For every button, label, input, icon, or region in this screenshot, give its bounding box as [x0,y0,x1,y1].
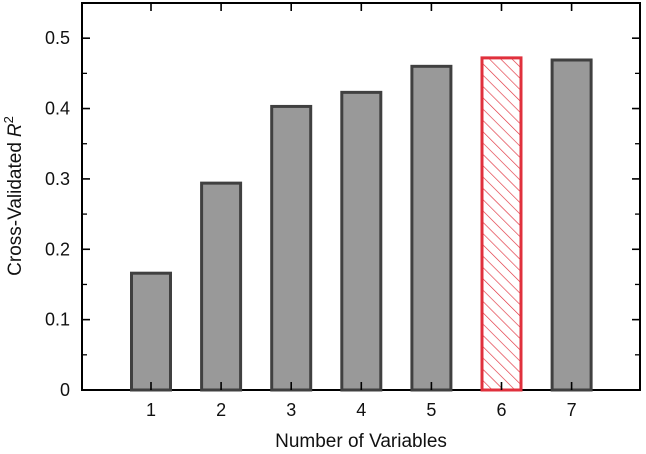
x-tick-label: 1 [146,400,156,420]
bar [410,64,453,392]
y-tick-label: 0.2 [45,239,70,259]
bar [550,58,593,392]
x-tick-label: 5 [426,400,436,420]
bar [340,90,383,392]
x-axis-title: Number of Variables [275,431,447,452]
y-axis-title-symbol: R [5,123,26,137]
bar [270,104,313,392]
y-tick-label: 0 [60,380,70,400]
y-tick-label: 0.3 [45,169,70,189]
x-tick-label: 4 [356,400,366,420]
bar [200,181,243,392]
x-tick-label: 7 [567,400,577,420]
bar-highlighted [480,56,523,392]
x-tick-label: 6 [496,400,506,420]
x-tick-label: 3 [286,400,296,420]
bars-group [130,56,593,392]
y-tick-label: 0.5 [45,28,70,48]
x-tick-label: 2 [216,400,226,420]
x-ticks-group: 1 2 3 4 5 6 7 [146,3,577,420]
y-ticks-group: 0 0.1 0.2 0.3 0.4 0.5 [45,28,640,400]
y-tick-label: 0.4 [45,99,70,119]
y-tick-label: 0.1 [45,310,70,330]
y-axis-title: Cross-Validated R2 [1,116,26,276]
y-axis-title-text: Cross-Validated [5,142,26,276]
bar [130,271,172,392]
y-axis-title-superscript: 2 [1,116,16,123]
